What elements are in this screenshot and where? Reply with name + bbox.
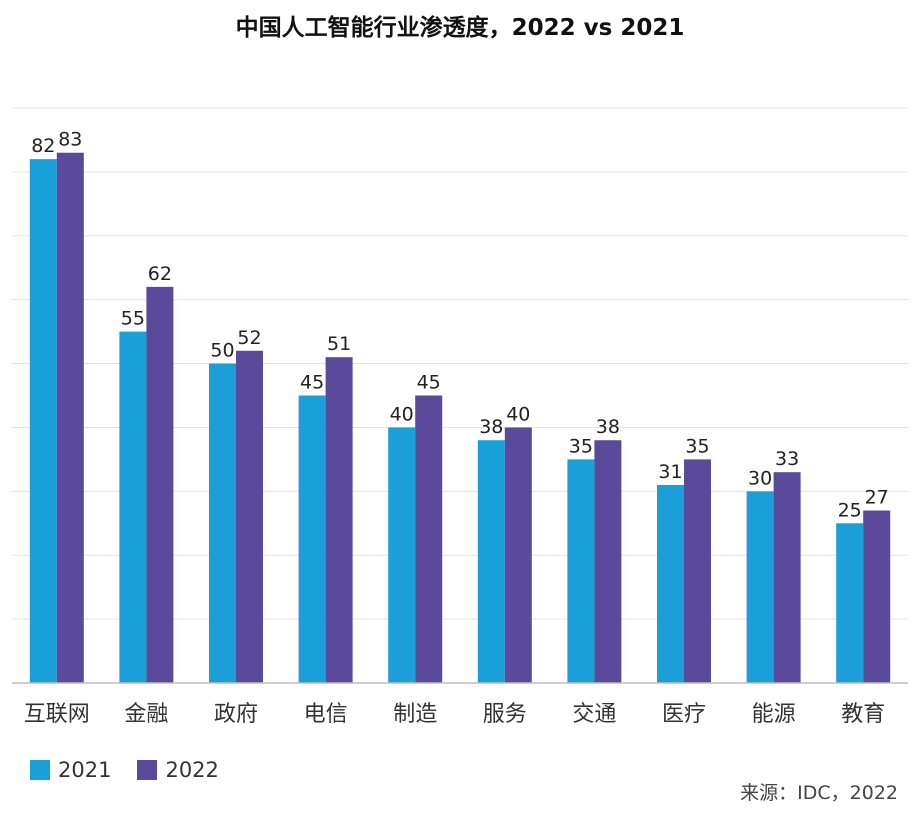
bar-2022-金融 bbox=[146, 286, 174, 683]
bar-2022-能源 bbox=[773, 472, 801, 683]
category-label-互联网: 互联网 bbox=[24, 702, 90, 727]
legend-label-2021: 2021 bbox=[58, 758, 112, 782]
data-label-2022-医疗: 35 bbox=[685, 435, 709, 457]
category-label-制造: 制造 bbox=[393, 702, 437, 727]
data-label-2021-金融: 55 bbox=[121, 308, 145, 330]
category-label-服务: 服务 bbox=[483, 702, 527, 727]
bar-2021-制造 bbox=[388, 427, 416, 683]
bar-2022-服务 bbox=[504, 427, 532, 683]
category-label-教育: 教育 bbox=[841, 702, 885, 727]
data-label-2021-能源: 30 bbox=[748, 467, 772, 489]
bar-2021-能源 bbox=[746, 491, 774, 683]
bar-2021-医疗 bbox=[657, 484, 684, 683]
bar-2021-金融 bbox=[119, 331, 147, 683]
data-label-2021-政府: 50 bbox=[210, 340, 234, 362]
category-label-政府: 政府 bbox=[214, 702, 258, 727]
bar-2021-电信 bbox=[298, 395, 326, 683]
legend-swatch-2022 bbox=[137, 760, 158, 780]
category-label-交通: 交通 bbox=[572, 702, 616, 727]
data-label-2021-交通: 35 bbox=[569, 435, 593, 457]
bar-2021-交通 bbox=[567, 459, 595, 683]
data-label-2022-服务: 40 bbox=[506, 403, 530, 425]
data-label-2022-互联网: 83 bbox=[58, 129, 82, 151]
bar-2022-交通 bbox=[594, 440, 622, 683]
data-label-2021-教育: 25 bbox=[838, 499, 862, 521]
legend-label-2022: 2022 bbox=[165, 758, 219, 782]
category-label-电信: 电信 bbox=[304, 702, 348, 727]
data-label-2021-电信: 45 bbox=[300, 372, 324, 394]
data-label-2022-交通: 38 bbox=[596, 416, 620, 438]
data-label-2022-金融: 62 bbox=[148, 263, 172, 285]
bar-2021-服务 bbox=[477, 440, 505, 683]
category-label-医疗: 医疗 bbox=[662, 702, 706, 727]
legend-item-2021: 2021 bbox=[30, 758, 111, 782]
data-label-2021-制造: 40 bbox=[390, 403, 414, 425]
data-label-2021-互联网: 82 bbox=[31, 135, 55, 157]
bar-2022-医疗 bbox=[684, 459, 711, 683]
bar-2022-制造 bbox=[415, 395, 443, 683]
legend-swatch-2021 bbox=[30, 760, 50, 780]
data-label-2022-教育: 27 bbox=[865, 487, 889, 509]
bar-2021-互联网 bbox=[29, 159, 57, 684]
bar-2022-互联网 bbox=[56, 152, 84, 683]
legend: 2021 2022 bbox=[30, 758, 245, 782]
bar-2022-政府 bbox=[236, 350, 263, 683]
bar-2021-教育 bbox=[836, 523, 864, 683]
bar-2022-教育 bbox=[863, 510, 891, 683]
data-label-2021-服务: 38 bbox=[479, 416, 503, 438]
source-note: 来源：IDC，2022 bbox=[740, 782, 898, 804]
legend-item-2022: 2022 bbox=[137, 758, 219, 782]
bar-2021-政府 bbox=[209, 363, 236, 683]
data-label-2021-医疗: 31 bbox=[658, 461, 682, 483]
data-label-2022-电信: 51 bbox=[327, 333, 351, 355]
category-label-能源: 能源 bbox=[752, 702, 796, 727]
data-label-2022-制造: 45 bbox=[417, 372, 441, 394]
chart-title: 中国人工智能行业渗透度，2022 vs 2021 bbox=[235, 15, 685, 41]
data-label-2022-政府: 52 bbox=[237, 327, 261, 349]
data-label-2022-能源: 33 bbox=[775, 448, 799, 470]
category-label-金融: 金融 bbox=[124, 702, 168, 727]
bar-2022-电信 bbox=[325, 357, 353, 683]
